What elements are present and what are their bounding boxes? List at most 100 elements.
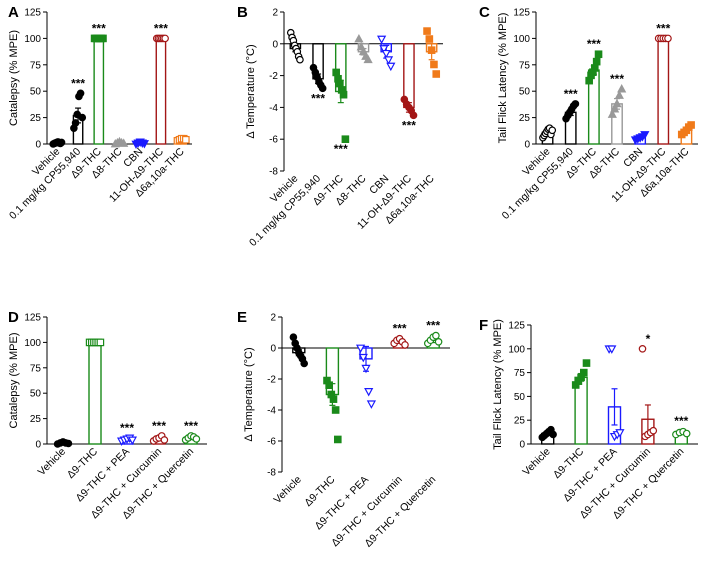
data-point <box>434 337 443 346</box>
data-point <box>96 338 105 347</box>
data-point <box>549 430 557 439</box>
data-point <box>579 368 588 377</box>
data-point <box>354 33 364 43</box>
data-point <box>119 138 129 147</box>
data-point <box>331 406 340 414</box>
data-point <box>377 35 387 45</box>
data-point <box>383 56 394 65</box>
bar-d-1 <box>88 341 102 445</box>
significance-marker: *** <box>92 21 106 35</box>
data-point <box>610 104 620 113</box>
data-point <box>99 34 107 43</box>
significance-marker: *** <box>184 419 198 433</box>
y-tick-label: 100 <box>24 338 41 349</box>
data-point <box>355 344 366 354</box>
panel-c: C 0 25 50 75 100 125 Tail Flick Latency (% MPE)… <box>479 4 698 222</box>
data-point <box>607 109 617 118</box>
data-point <box>300 359 309 368</box>
y-tick-label: 75 <box>519 60 531 71</box>
data-point <box>594 50 603 59</box>
significance-marker: *** <box>393 322 407 336</box>
data-point <box>318 84 327 93</box>
data-point <box>612 98 622 108</box>
data-point <box>341 135 350 144</box>
data-point <box>361 364 371 374</box>
significance-marker: *** <box>674 414 688 428</box>
panel-letter: E <box>237 309 247 326</box>
significance-marker: *** <box>402 118 416 132</box>
y-tick-label: 100 <box>513 34 530 45</box>
y-tick-label: 50 <box>30 389 42 400</box>
panel-letter: B <box>237 4 248 21</box>
data-point <box>76 89 85 98</box>
y-tick-label: 0 <box>35 140 41 151</box>
panel-letter: A <box>8 4 19 21</box>
y-tick-label: 0 <box>519 440 525 451</box>
data-point <box>160 436 169 444</box>
significance-marker: *** <box>120 421 134 435</box>
y-tick-label: -2 <box>269 71 278 82</box>
data-point <box>649 426 658 435</box>
data-point <box>161 34 169 43</box>
y-tick-label: 125 <box>513 8 530 19</box>
data-point <box>289 333 298 341</box>
y-tick-label: 2 <box>272 8 278 19</box>
y-tick-label: 75 <box>30 363 42 374</box>
data-point <box>401 341 409 349</box>
data-point <box>617 84 627 93</box>
y-tick-label: 75 <box>30 60 42 71</box>
significance-marker: *** <box>564 87 578 101</box>
y-tick-label: 50 <box>30 87 42 98</box>
significance-marker: *** <box>426 319 440 333</box>
y-tick-label: 2 <box>270 313 276 324</box>
panel-f: F 0 25 50 75 100 125 Tail Flick Latency (% MPE)… <box>479 317 698 522</box>
data-point <box>71 119 80 127</box>
y-tick-label: 25 <box>30 414 42 425</box>
data-point <box>590 64 599 72</box>
data-point <box>682 429 691 438</box>
x-tick-label: Vehicle <box>520 446 553 479</box>
y-tick-label: 25 <box>514 416 526 427</box>
significance-marker: *** <box>334 142 348 156</box>
y-tick-label: -6 <box>267 437 276 448</box>
significance-marker: * <box>646 332 651 346</box>
data-point <box>336 79 344 88</box>
data-point <box>64 439 73 448</box>
data-point <box>366 400 377 409</box>
data-point <box>381 49 391 59</box>
y-tick-label: 100 <box>508 344 525 355</box>
y-axis-title: Tail Flick Latency (% MPE) <box>492 319 504 450</box>
data-point <box>329 395 338 403</box>
data-point <box>687 121 695 129</box>
y-tick-label: 0 <box>524 140 530 151</box>
data-point <box>409 111 418 120</box>
y-tick-label: 0 <box>272 39 278 50</box>
panel-letter: F <box>479 317 488 334</box>
y-tick-label: 125 <box>508 321 525 332</box>
y-tick-label: 125 <box>24 8 41 19</box>
y-tick-label: 50 <box>514 392 526 403</box>
y-tick-label: -6 <box>269 135 278 146</box>
significance-marker: *** <box>152 419 166 433</box>
data-point <box>425 35 434 43</box>
data-point <box>427 46 436 54</box>
panel-e: E 20-2-4-6-8Δ Temperature (°C)VehicleΔ9-T… <box>237 309 450 550</box>
y-tick-label: 25 <box>519 113 531 124</box>
data-point <box>78 113 87 122</box>
y-tick-label: 125 <box>24 313 41 324</box>
data-point <box>432 70 441 78</box>
data-point <box>334 435 342 444</box>
data-point <box>592 57 601 66</box>
data-point <box>127 436 138 445</box>
y-tick-label: -8 <box>269 167 278 178</box>
y-tick-label: 75 <box>514 368 526 379</box>
data-point <box>363 54 373 64</box>
data-point <box>296 55 304 64</box>
y-tick-label: -4 <box>269 103 278 114</box>
bar-c-5 <box>657 37 670 145</box>
bar-a-2 <box>93 37 105 145</box>
bar-a-5 <box>155 37 167 145</box>
y-axis-title: Catalepsy (% MPE) <box>8 333 20 429</box>
